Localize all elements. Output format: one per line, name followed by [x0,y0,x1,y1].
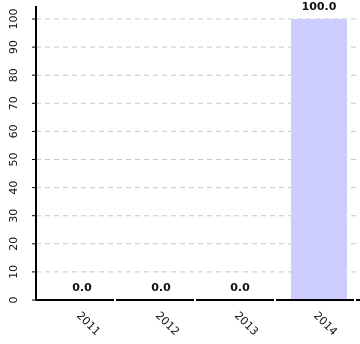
y-tick-label: 10 [7,265,20,279]
bars [291,19,347,300]
axes [32,6,360,301]
x-tick-label-2014: 2014 [311,309,340,338]
y-tick-label: 20 [7,237,20,251]
y-tick-labels: 0 10 20 30 40 50 60 70 80 90 100 [7,9,20,304]
x-tick-label-2011: 2011 [74,309,103,338]
bar-2014 [291,19,347,300]
data-label-2012: 0.0 [151,281,171,294]
y-tick-label: 30 [7,209,20,223]
data-label-2013: 0.0 [230,281,250,294]
y-tick-label: 90 [7,40,20,54]
y-tick-label: 80 [7,68,20,82]
y-tick-label: 50 [7,153,20,167]
data-label-2014: 100.0 [302,0,337,13]
data-labels: 0.0 0.0 0.0 100.0 [72,0,336,294]
x-tick-labels: 2011 2012 2013 2014 [74,309,340,338]
y-tick-label: 0 [7,297,20,304]
y-tick-label: 40 [7,181,20,195]
x-tick-label-2013: 2013 [232,309,261,338]
y-tick-label: 70 [7,96,20,110]
x-tick-label-2012: 2012 [153,309,182,338]
data-label-2011: 0.0 [72,281,92,294]
y-tick-label: 100 [7,9,20,30]
y-tick-label: 60 [7,124,20,138]
